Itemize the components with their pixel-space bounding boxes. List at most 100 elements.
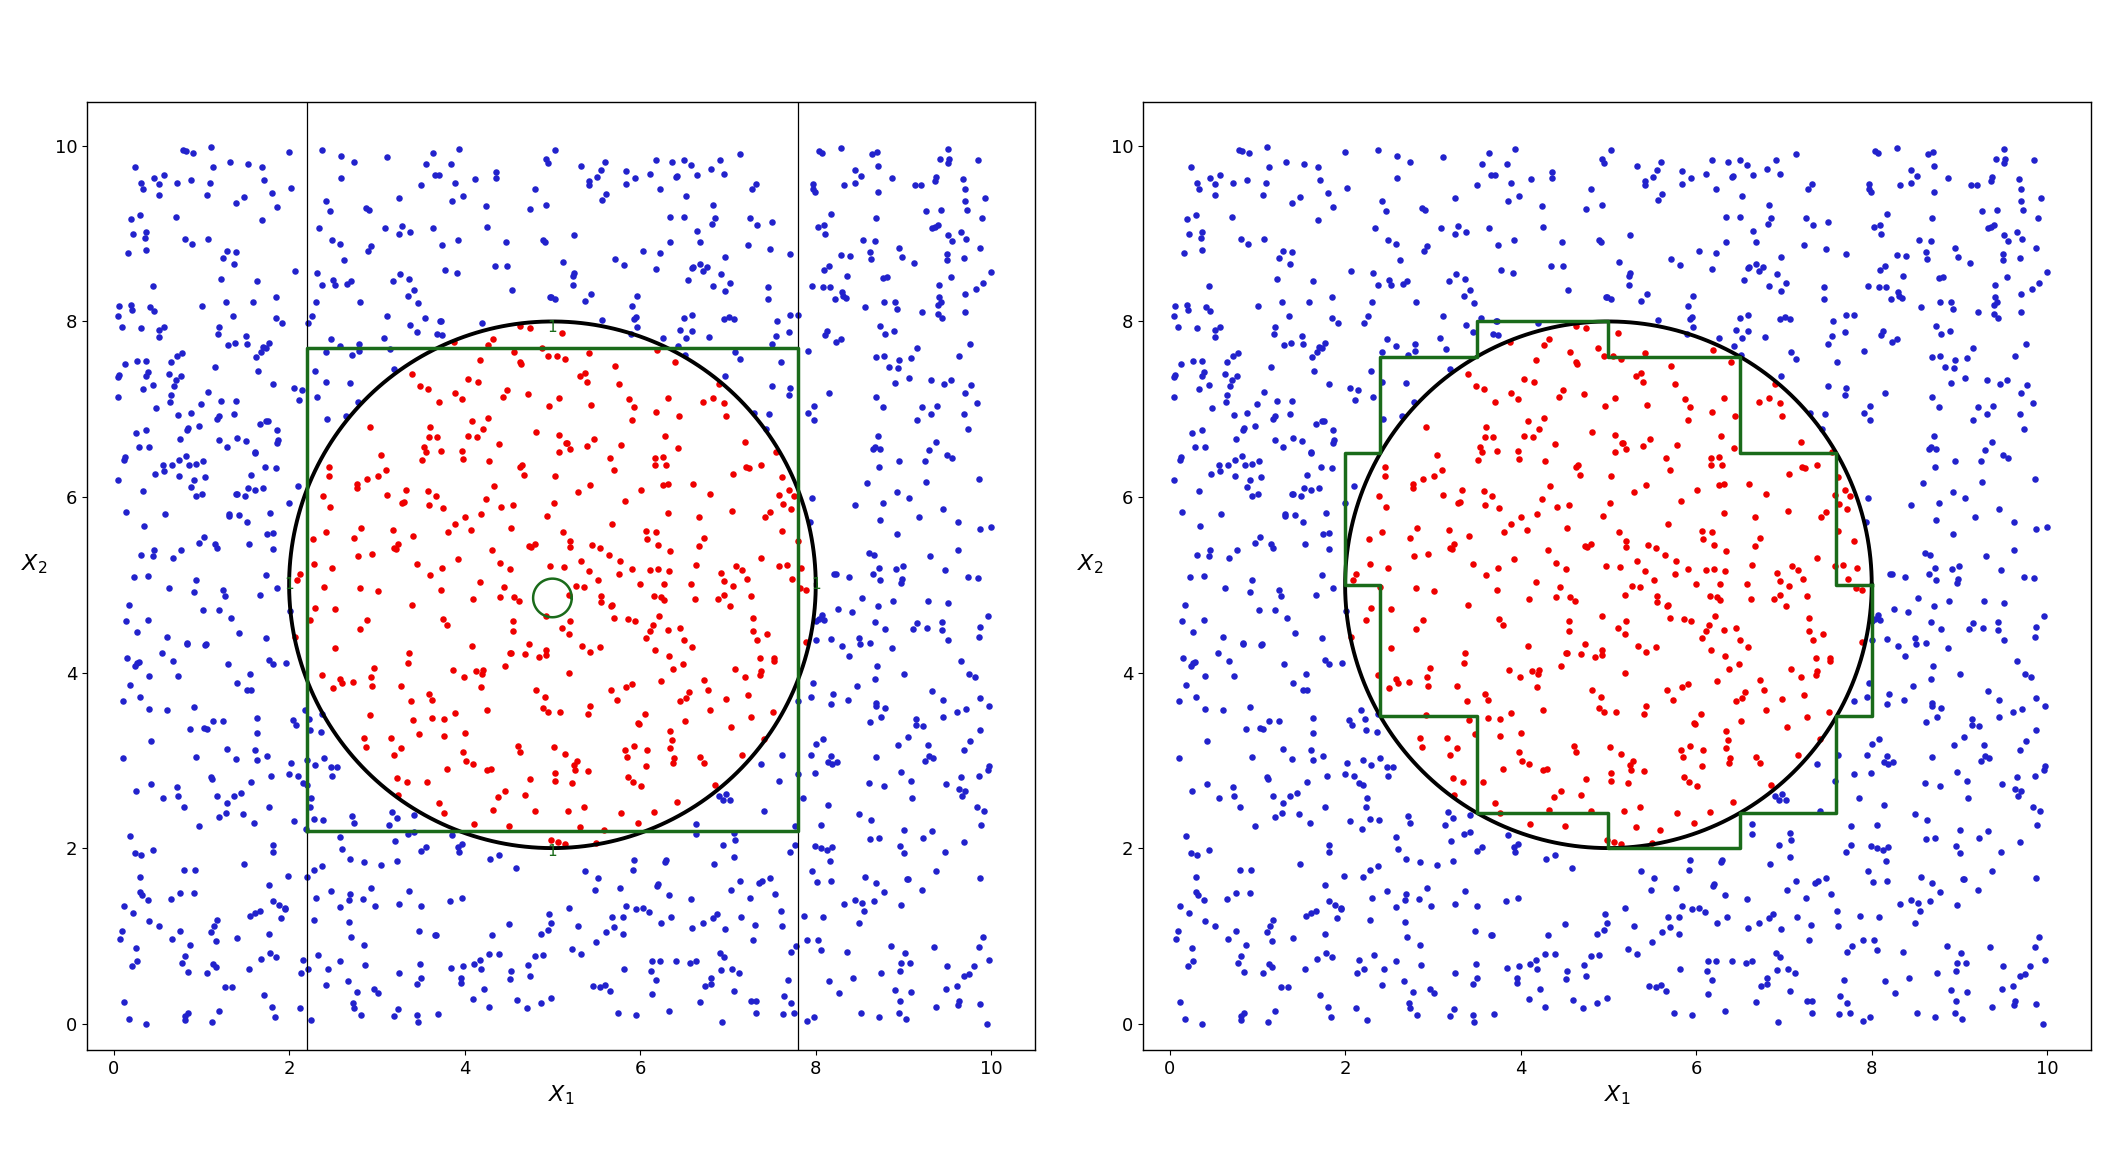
- Point: [855, 250, 889, 268]
- Point: [131, 363, 165, 381]
- Point: [836, 602, 870, 621]
- Point: [1569, 318, 1603, 336]
- Point: [1850, 745, 1884, 764]
- Point: [931, 150, 965, 168]
- Point: [1833, 486, 1867, 505]
- Point: [1835, 937, 1869, 955]
- Point: [965, 209, 999, 227]
- Point: [1916, 387, 1949, 406]
- Point: [315, 757, 348, 775]
- Point: [1390, 929, 1423, 947]
- Point: [1162, 450, 1195, 469]
- Point: [1736, 814, 1770, 833]
- Point: [959, 280, 993, 298]
- Point: [1212, 651, 1246, 669]
- Point: [315, 329, 348, 348]
- Point: [190, 185, 224, 204]
- Point: [484, 498, 517, 516]
- Point: [1609, 440, 1643, 458]
- Point: [695, 215, 729, 234]
- Point: [686, 670, 720, 689]
- Point: [1360, 857, 1394, 876]
- Point: [1630, 285, 1664, 303]
- Point: [118, 158, 152, 176]
- Point: [2004, 833, 2038, 851]
- Point: [1709, 1001, 1742, 1020]
- Point: [680, 814, 714, 833]
- Point: [484, 588, 517, 606]
- Point: [792, 404, 826, 423]
- Point: [127, 482, 161, 500]
- Point: [843, 635, 876, 653]
- Point: [1863, 215, 1897, 234]
- Point: [1354, 756, 1388, 774]
- Point: [1400, 578, 1434, 597]
- Point: [163, 922, 196, 940]
- Point: [676, 258, 710, 276]
- Point: [1244, 528, 1278, 546]
- Point: [101, 366, 135, 385]
- Point: [1607, 586, 1641, 605]
- Point: [754, 335, 788, 354]
- Point: [465, 505, 498, 523]
- Point: [380, 768, 414, 787]
- Point: [296, 861, 329, 879]
- Point: [585, 161, 619, 180]
- Point: [1392, 806, 1426, 825]
- Point: [1174, 939, 1208, 957]
- Point: [1645, 923, 1679, 941]
- Point: [1888, 646, 1922, 665]
- Point: [1964, 472, 1998, 491]
- Point: [1573, 947, 1607, 965]
- Point: [1584, 233, 1618, 251]
- Point: [1603, 252, 1637, 271]
- Point: [800, 872, 834, 890]
- Point: [1318, 895, 1352, 914]
- Point: [490, 380, 524, 399]
- Point: [811, 841, 845, 859]
- Point: [272, 143, 306, 161]
- Point: [1795, 916, 1829, 934]
- Point: [819, 752, 853, 771]
- Point: [129, 1015, 163, 1033]
- Point: [1666, 611, 1700, 629]
- Point: [898, 253, 931, 272]
- Point: [1478, 312, 1512, 331]
- Point: [1181, 886, 1214, 904]
- Point: [1785, 668, 1818, 687]
- Point: [169, 1007, 203, 1025]
- Point: [1753, 196, 1787, 214]
- Point: [1985, 957, 2019, 976]
- Point: [249, 339, 283, 357]
- Point: [653, 886, 686, 904]
- Point: [1276, 674, 1309, 692]
- Point: [585, 592, 619, 611]
- Point: [562, 483, 596, 501]
- Point: [1312, 524, 1345, 543]
- Point: [1973, 938, 2006, 956]
- Point: [448, 668, 482, 687]
- Point: [1396, 475, 1430, 493]
- Point: [739, 992, 773, 1010]
- Point: [2028, 760, 2061, 779]
- Point: [1565, 786, 1599, 804]
- Point: [895, 348, 929, 366]
- Point: [1975, 862, 2009, 880]
- Point: [703, 265, 737, 283]
- Point: [1958, 508, 1992, 526]
- Point: [1305, 746, 1339, 765]
- Point: [1293, 293, 1326, 311]
- Point: [148, 506, 182, 524]
- Point: [560, 752, 593, 771]
- Point: [1398, 393, 1432, 411]
- Point: [1438, 964, 1472, 983]
- Point: [401, 1013, 435, 1031]
- Point: [593, 681, 627, 699]
- Point: [1620, 945, 1654, 963]
- Point: [209, 794, 243, 812]
- Point: [154, 386, 188, 404]
- Point: [125, 688, 158, 706]
- Point: [629, 741, 663, 759]
- Point: [1426, 306, 1459, 325]
- Point: [883, 836, 917, 855]
